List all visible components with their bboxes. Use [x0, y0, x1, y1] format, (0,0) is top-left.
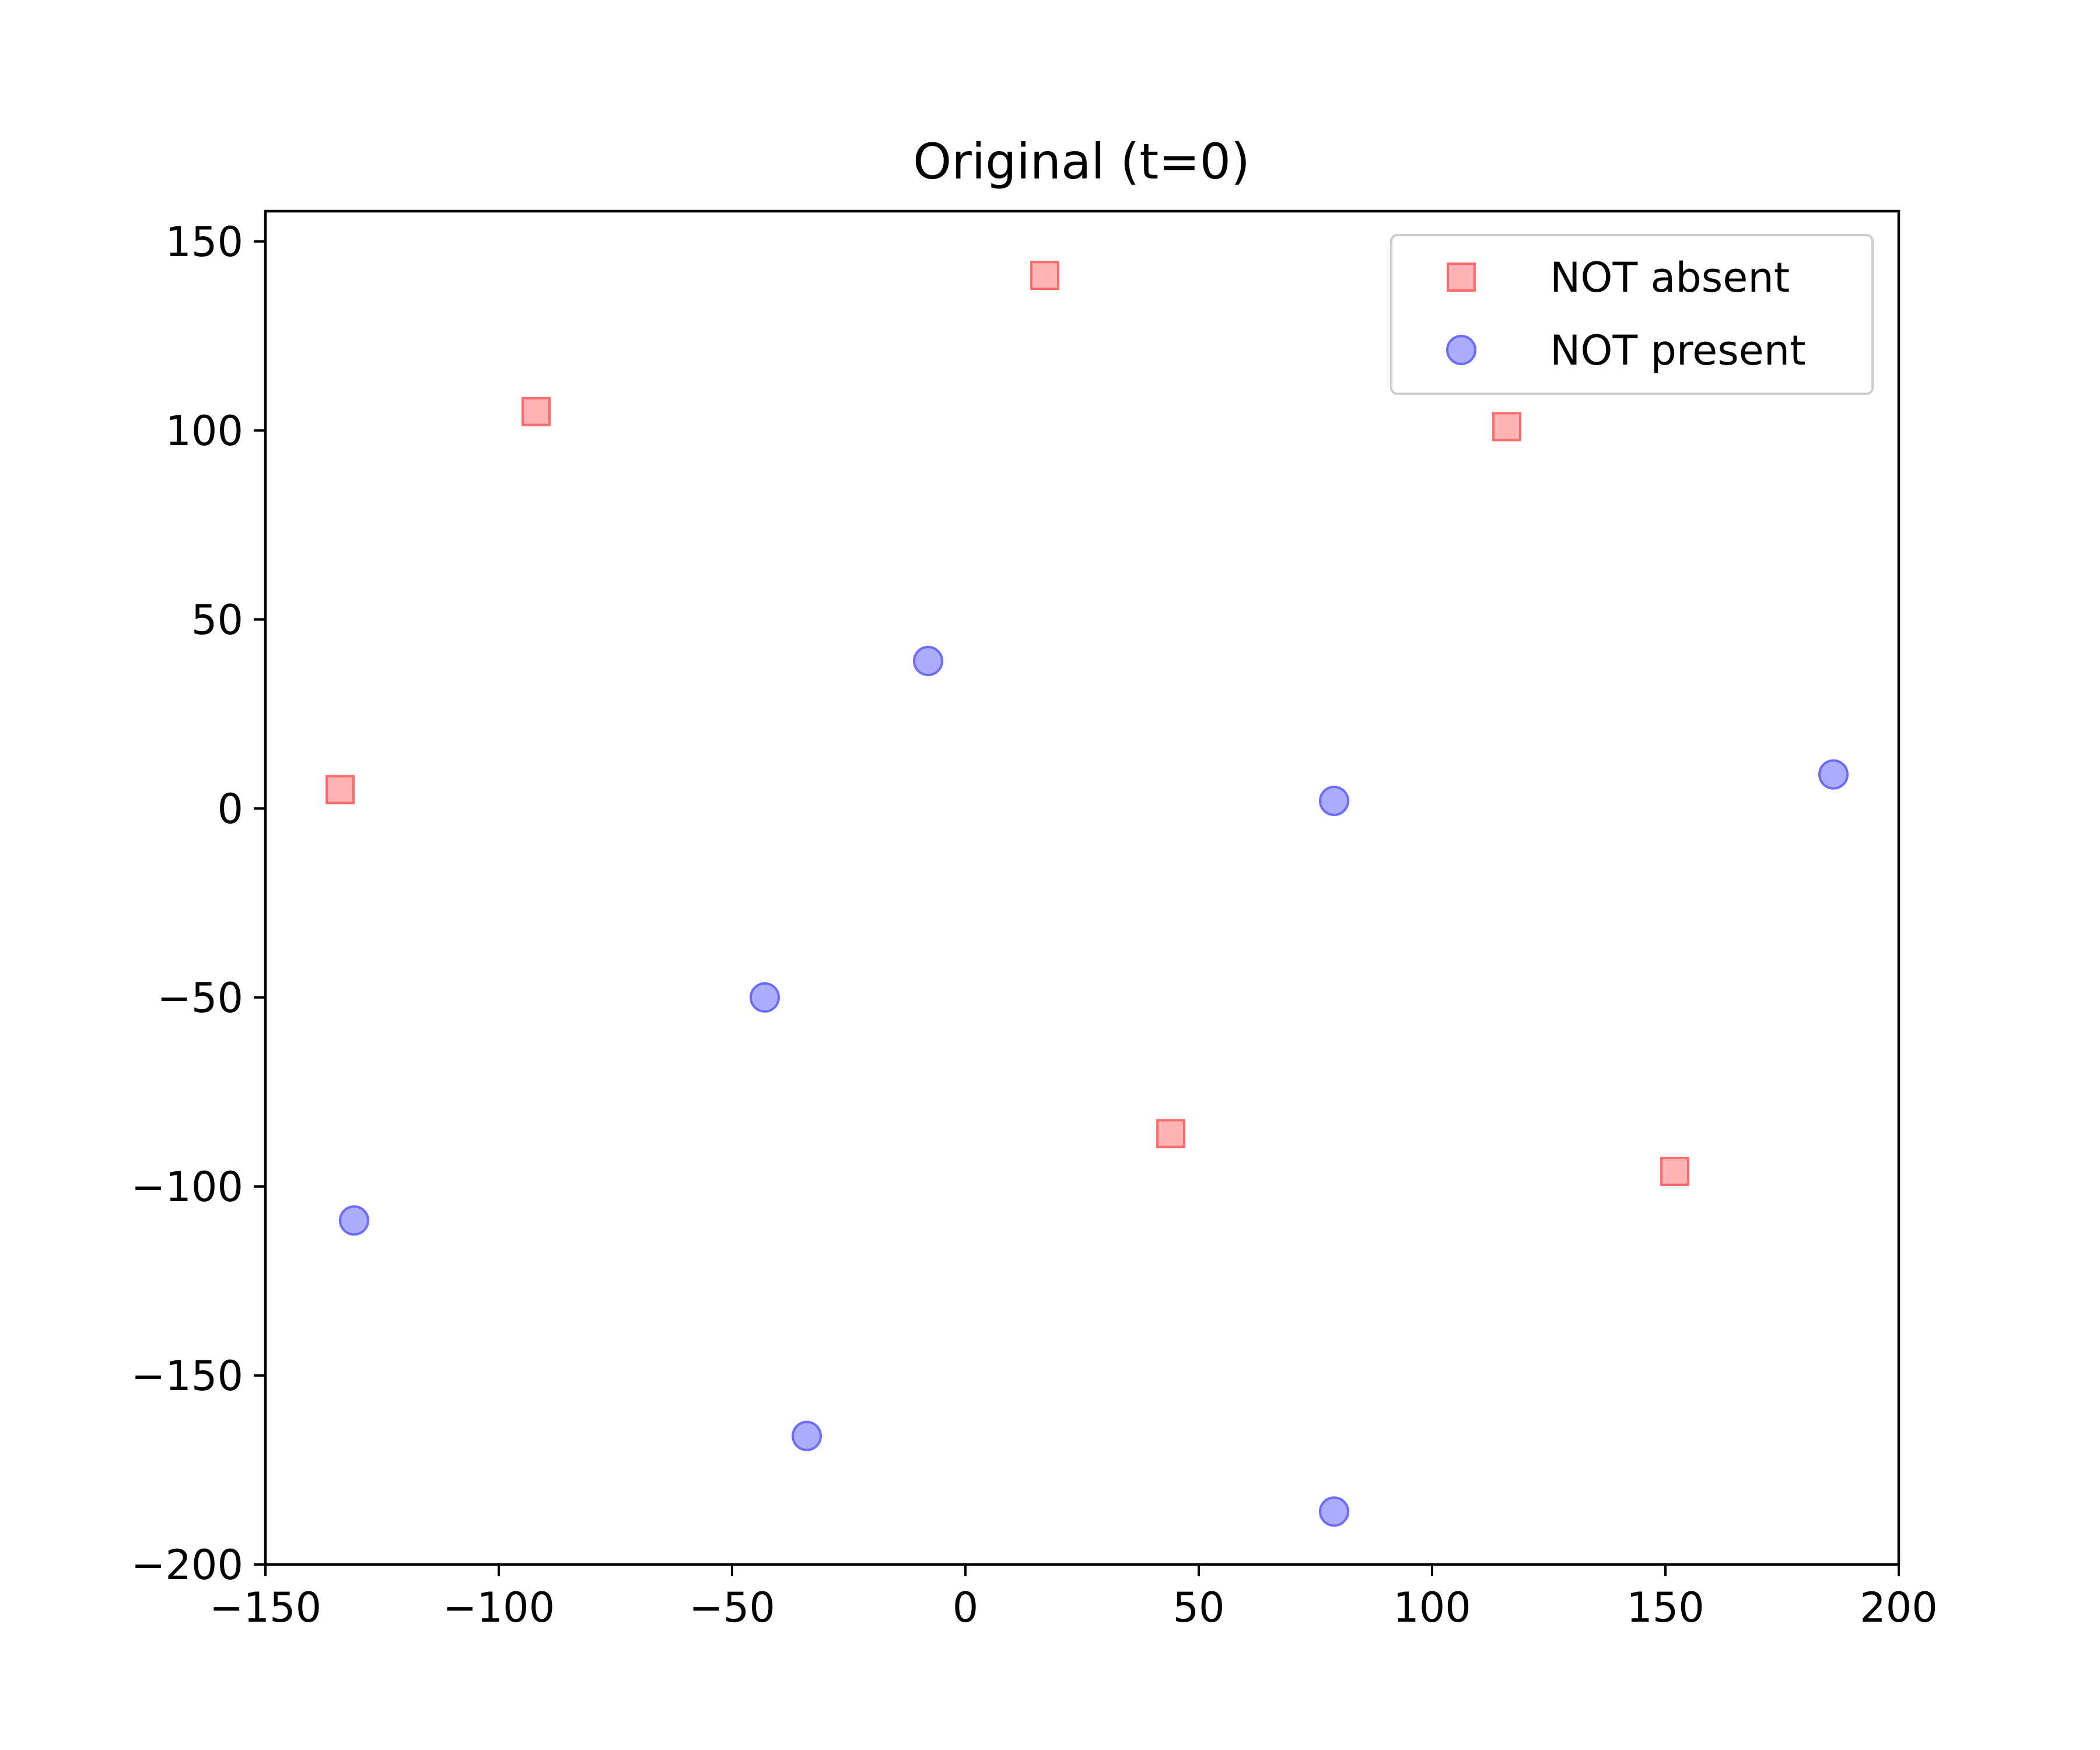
x-tick-label: −50: [689, 1584, 775, 1632]
x-tick-label: 200: [1860, 1584, 1938, 1632]
y-tick-label: −100: [131, 1163, 243, 1211]
present-point-marker: [913, 646, 943, 677]
absent-point-marker: [1660, 1157, 1689, 1186]
legend: NOT absent NOT present: [1390, 234, 1874, 395]
data-points: [326, 261, 1849, 1527]
absent-point-marker: [326, 775, 355, 804]
y-tick-label: −200: [131, 1541, 243, 1589]
present-point-marker: [1319, 1496, 1349, 1527]
y-tick-label: −50: [157, 974, 243, 1022]
x-tick-label: −100: [443, 1584, 555, 1632]
legend-label: NOT present: [1550, 327, 1806, 374]
legend-box: [1390, 234, 1874, 395]
present-point-marker: [339, 1205, 369, 1236]
y-tick-label: 50: [191, 596, 243, 644]
y-tick-label: 100: [165, 407, 243, 455]
x-tick-label: −150: [209, 1584, 321, 1632]
legend-label: NOT absent: [1550, 254, 1790, 302]
chart-title: Original (t=0): [913, 133, 1250, 190]
absent-point-marker: [1030, 261, 1059, 290]
absent-point-marker: [522, 397, 551, 426]
x-tick-label: 100: [1393, 1584, 1471, 1632]
plot-frame: [264, 209, 1901, 1566]
y-tick-label: 0: [217, 785, 243, 833]
present-point-marker: [1319, 785, 1349, 816]
present-point-marker: [750, 982, 780, 1013]
legend-circle-marker: [1446, 335, 1476, 365]
x-tick-label: 150: [1626, 1584, 1704, 1632]
x-tick-label: 50: [1172, 1584, 1224, 1632]
absent-point-marker: [1156, 1119, 1185, 1149]
absent-point-marker: [1492, 412, 1521, 442]
y-tick-label: 150: [165, 218, 243, 266]
y-tick-label: −150: [131, 1352, 243, 1400]
present-point-marker: [1818, 759, 1849, 790]
axis-ticks: −150 −100 −50 0 50 100 150 200−200−150−100−5005…: [131, 218, 1938, 1632]
legend-square-marker: [1447, 262, 1476, 292]
x-tick-label: 0: [953, 1584, 979, 1632]
present-point-marker: [792, 1420, 822, 1451]
